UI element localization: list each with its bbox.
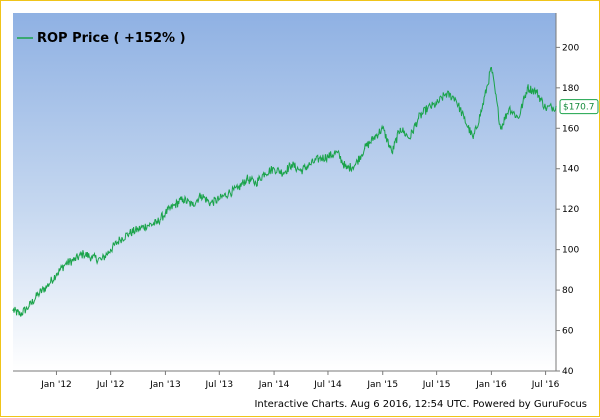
data-point: [309, 164, 311, 166]
data-point: [227, 192, 230, 194]
data-point: [391, 152, 393, 154]
data-point: [137, 228, 139, 230]
data-point: [481, 107, 483, 109]
data-point: [246, 178, 248, 180]
data-point: [12, 309, 14, 311]
data-point: [101, 259, 103, 261]
data-point: [545, 107, 547, 109]
data-point: [110, 249, 112, 251]
data-point: [536, 91, 538, 93]
data-point: [91, 257, 94, 259]
data-point: [364, 147, 366, 150]
data-point: [264, 172, 266, 174]
x-tick-label: Jan '13: [149, 380, 181, 390]
data-point: [445, 93, 447, 95]
data-point: [55, 273, 58, 275]
data-point: [336, 152, 338, 154]
x-tick-label: Jul '15: [422, 380, 451, 390]
y-tick-label: 200: [562, 43, 579, 53]
data-point: [517, 117, 520, 119]
data-point: [28, 305, 30, 307]
data-point: [490, 67, 492, 69]
x-tick-label: Jul '13: [204, 380, 233, 390]
last-value-box: [559, 99, 599, 115]
y-tick-label: 40: [562, 367, 574, 377]
data-point: [218, 198, 220, 200]
data-point: [372, 137, 375, 139]
data-point: [19, 313, 21, 315]
x-tick-labels: Jan '12 Jul '12 Jan '13 Jul '13 Jan '14 Jul '…: [40, 371, 560, 390]
data-point: [119, 238, 121, 241]
data-point: [282, 172, 284, 174]
data-point: [65, 263, 67, 265]
data-point: [273, 168, 275, 170]
data-point: [37, 293, 39, 295]
data-point: [191, 204, 193, 206]
data-point: [508, 107, 510, 109]
data-point: [327, 156, 329, 158]
data-point: [436, 103, 438, 105]
y-tick-label: 140: [562, 165, 579, 175]
data-point: [427, 107, 429, 109]
data-point: [526, 87, 529, 89]
data-point: [300, 170, 302, 172]
y-tick-label: 180: [562, 84, 579, 94]
data-point: [382, 127, 384, 129]
data-point: [500, 127, 502, 129]
x-tick-label: Jan '15: [366, 380, 398, 390]
data-point: [408, 137, 411, 139]
data-point: [83, 253, 85, 255]
x-tick-label: Jan '16: [475, 380, 507, 390]
last-value-label: $170.7: [563, 103, 595, 113]
data-point: [463, 117, 465, 119]
data-point: [454, 97, 456, 99]
footer-credit: Interactive Charts. Aug 6 2016, 12:54 UT…: [254, 399, 587, 410]
y-tick-label: 100: [562, 246, 579, 256]
data-point: [291, 164, 293, 166]
data-point: [128, 232, 130, 235]
plot-area: [13, 13, 556, 371]
data-point: [472, 137, 474, 139]
data-point: [399, 127, 401, 129]
data-point: [73, 259, 75, 261]
x-tick-label: Jul '12: [96, 380, 125, 390]
x-tick-label: Jan '14: [258, 380, 290, 390]
x-tick-label: Jul '16: [531, 380, 560, 390]
data-point: [182, 198, 184, 200]
data-point: [417, 117, 420, 119]
x-tick-label: Jan '12: [40, 380, 72, 390]
data-point: [174, 204, 176, 206]
legend[interactable]: ROP Price ( +152% ): [17, 31, 186, 46]
data-point: [255, 182, 257, 184]
series-layer: [12, 66, 557, 317]
y-tick-label: 80: [562, 286, 574, 296]
data-point: [237, 188, 239, 190]
y-tick-label: 120: [562, 205, 579, 215]
data-point: [146, 224, 148, 226]
last-value-badge: $170.7: [559, 99, 599, 115]
data-point: [46, 285, 48, 287]
y-tick-labels: 40 60 80 100 120 140 160 180 200: [556, 43, 579, 377]
data-point: [155, 222, 157, 224]
y-tick-label: 160: [562, 124, 579, 134]
x-tick-label: Jul '14: [313, 380, 342, 390]
legend-label: ROP Price ( +152% ): [37, 31, 186, 46]
data-point: [209, 202, 211, 204]
data-point: [318, 158, 320, 160]
y-tick-label: 60: [562, 327, 574, 337]
data-point: [555, 106, 557, 108]
data-point: [345, 168, 347, 170]
data-point: [200, 194, 202, 196]
data-point: [164, 212, 166, 214]
data-point: [354, 164, 356, 166]
